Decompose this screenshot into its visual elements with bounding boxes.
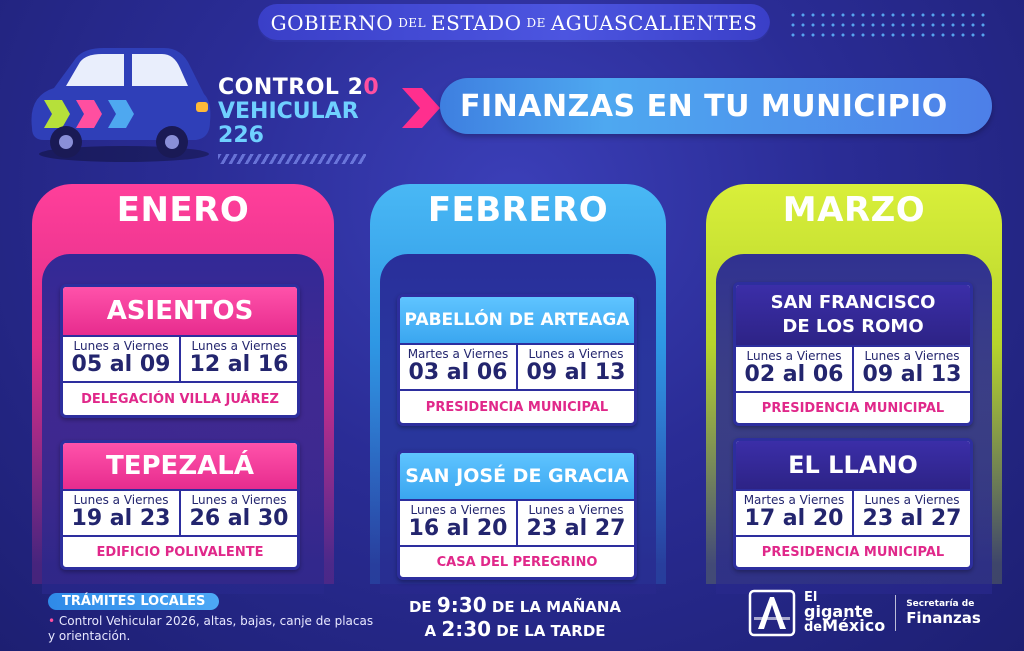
gov-text-3: AGUASCALIENTES <box>550 11 758 35</box>
card-title: SAN JOSÉ DE GRACIA <box>400 453 634 499</box>
card-title: TEPEZALÁ <box>63 443 297 489</box>
tramites-label: TRÁMITES LOCALES <box>48 593 220 610</box>
tramites-text: • Control Vehicular 2026, altas, bajas, … <box>48 614 374 643</box>
gigante-logo: El gigante deMéxico <box>804 590 886 635</box>
card-place: DELEGACIÓN VILLA JUÁREZ <box>81 391 279 407</box>
logo-stripes <box>218 154 366 164</box>
logo-line-1-accent: 0 <box>363 75 380 100</box>
date-cell: Lunes a Viernes 23 al 27 <box>516 501 634 545</box>
month-title-febrero: FEBRERO <box>427 190 609 230</box>
card-san-jose: SAN JOSÉ DE GRACIA Lunes a Viernes 16 al … <box>397 450 637 580</box>
gov-text-small-1: DEL <box>398 16 427 30</box>
date-cell: Lunes a Viernes 02 al 06 <box>744 349 844 387</box>
logo-line-1: CONTROL 2 <box>218 75 364 100</box>
date-cell: Lunes a Viernes 23 al 27 <box>852 491 970 535</box>
card-title: ASIENTOS <box>63 287 297 335</box>
gov-text-2: ESTADO <box>431 11 522 35</box>
government-banner: GOBIERNO DEL ESTADO DE AGUASCALIENTES <box>258 4 770 42</box>
date-cell: Lunes a Viernes 05 al 09 <box>71 339 171 377</box>
decorative-dots <box>788 10 988 40</box>
logo-line-2-accent: 26 <box>233 123 264 148</box>
month-title-enero: ENERO <box>116 190 250 230</box>
card-place: EDIFICIO POLIVALENTE <box>96 544 264 560</box>
date-cell: Martes a Viernes 17 al 20 <box>743 493 845 531</box>
card-el-llano: EL LLANO Martes a Viernes 17 al 20 Lunes … <box>733 438 973 570</box>
month-title-marzo: MARZO <box>782 190 926 230</box>
card-asientos: ASIENTOS Lunes a Viernes 05 al 09 Lunes a… <box>60 284 300 418</box>
card-title: EL LLANO <box>736 441 970 489</box>
card-place: PRESIDENCIA MUNICIPAL <box>761 400 945 416</box>
card-place: CASA DEL PEREGRINO <box>436 554 598 570</box>
aguascalientes-logo-icon <box>748 589 796 637</box>
control-vehicular-logo: CONTROL 20 VEHICULAR 226 <box>218 76 388 164</box>
car-icon <box>31 48 211 162</box>
chevron-right-icon <box>402 88 440 128</box>
card-tepezala: TEPEZALÁ Lunes a Viernes 19 al 23 Lunes a… <box>60 440 300 570</box>
date-cell: Lunes a Viernes 16 al 20 <box>408 503 508 541</box>
card-title: PABELLÓN DE ARTEAGA <box>400 297 634 343</box>
logo-line-2: VEHICULAR 2 <box>218 99 359 148</box>
card-place: PRESIDENCIA MUNICIPAL <box>761 544 945 560</box>
secretaria-finanzas-logo: Secretaría de Finanzas <box>906 599 981 627</box>
date-cell: Lunes a Viernes 09 al 13 <box>516 345 634 389</box>
card-title: SAN FRANCISCO DE LOS ROMO <box>736 285 970 345</box>
tramites-locales: TRÁMITES LOCALES • Control Vehicular 202… <box>48 590 378 644</box>
gov-text-1: GOBIERNO <box>270 11 394 35</box>
brand-divider <box>895 595 897 631</box>
card-place: PRESIDENCIA MUNICIPAL <box>425 399 609 415</box>
date-cell: Lunes a Viernes 12 al 16 <box>179 337 297 381</box>
brand-footer: El gigante deMéxico Secretaría de Finanz… <box>748 588 998 638</box>
page-title: FINANZAS EN TU MUNICIPIO <box>440 78 992 134</box>
card-san-francisco: SAN FRANCISCO DE LOS ROMO Lunes a Viernes… <box>733 282 973 426</box>
card-pabellon: PABELLÓN DE ARTEAGA Martes a Viernes 03 a… <box>397 294 637 426</box>
date-cell: Lunes a Viernes 09 al 13 <box>852 347 970 391</box>
office-hours: DE 9:30 DE LA MAÑANA A 2:30 DE LA TARDE <box>408 593 622 641</box>
date-cell: Lunes a Viernes 26 al 30 <box>179 491 297 535</box>
date-cell: Lunes a Viernes 19 al 23 <box>71 493 171 531</box>
gov-text-small-2: DE <box>526 16 546 30</box>
date-cell: Martes a Viernes 03 al 06 <box>407 347 509 385</box>
